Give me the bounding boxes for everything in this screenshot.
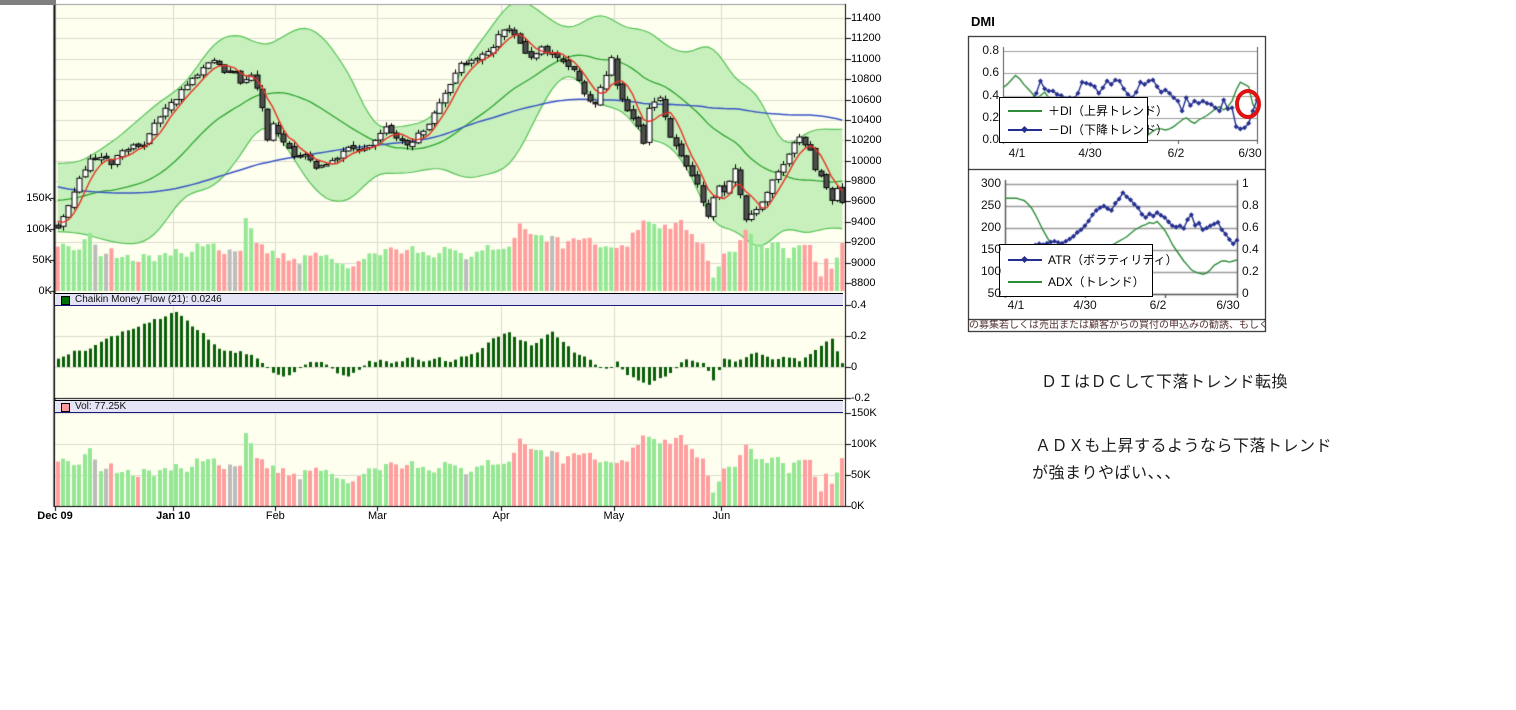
atr-x-tick: 4/30 [1073,298,1097,312]
plus-di-legend-label: ＋DI（上昇トレンド） [1048,104,1169,118]
volume-axis-tick: 0K [851,500,865,512]
chaikin-panel-label: Chaikin Money Flow (21): 0.0246 [75,294,222,305]
price-axis-tick: 11400 [851,12,881,24]
dmi-legend-row-minus-di: －DI（下降トレンド） [1008,121,1168,138]
dmi-y-tick: 0.0 [982,132,999,146]
overlay-volume-axis-tick: 0K [38,285,52,297]
annotation-di-dc-downtrend: ＤＩはＤＣして下落トレンド転換 [1041,374,1289,391]
atr-x-tick: 4/1 [1007,298,1025,312]
chaikin-axis-tick: 0.2 [851,330,867,342]
atr-legend-row: ATR（ボラティリティ） [1008,251,1178,268]
atr-x-tick: 6/30 [1216,298,1240,312]
chaikin-panel-header: Chaikin Money Flow (21): 0.0246 [55,293,843,306]
overlay-volume-axis-tick: 150K [26,192,52,204]
volume-swatch-icon [61,403,70,412]
atr-right-tick: 0.4 [1242,242,1259,256]
month-label: Feb [265,510,285,522]
chaikin-swatch-icon [61,296,70,305]
price-axis-tick: 9000 [851,256,876,269]
dmi-x-tick: 6/2 [1167,146,1185,160]
month-label: Jan 10 [156,510,191,522]
volume-panel-header: Vol: 77.25K [55,400,843,413]
dmi-y-tick: 0.6 [982,65,999,80]
chaikin-axis-tick: 0.4 [851,299,867,311]
atr-right-tick: 0 [1242,286,1249,300]
atr-left-tick: 250 [980,198,1001,212]
adx-legend-row: ADX（トレンド） [1008,273,1148,290]
dmi-y-tick: 0.4 [982,87,999,102]
dmi-x-tick: 4/30 [1078,146,1102,160]
dmi-legend: ＋DI（上昇トレンド） －DI（下降トレンド） [999,97,1168,143]
volume-panel-label: Vol: 77.25K [75,401,127,412]
price-axis-tick: 10600 [851,93,882,106]
atr-left-tick: 50 [987,286,1001,300]
overlay-volume-axis-tick: 50K [32,254,52,266]
price-axis-tick: 9400 [851,215,876,228]
adx-legend-label: ADX（トレンド） [1048,274,1145,289]
atr-left-tick: 200 [980,220,1001,234]
atr-left-tick: 150 [980,242,1001,256]
adx-line-icon [1008,277,1042,286]
atr-right-tick: 0.6 [1242,220,1259,234]
disclaimer-text-clipped: の募集若しくは売出または顧客からの買付の申込みの勧誘、もしくは顧客に対 [969,320,1265,330]
minus-di-legend-label: －DI（下降トレンド） [1048,123,1169,137]
month-label: Jun [712,510,731,522]
atr-x-tick: 6/2 [1149,298,1167,312]
price-axis-tick: 10400 [851,113,882,126]
volume-axis-tick: 150K [851,407,877,419]
month-label: Dec 09 [37,510,73,522]
dmi-x-tick: 4/1 [1008,146,1026,160]
atr-right-tick: 1 [1242,176,1249,190]
atr-line-icon [1008,255,1042,264]
volume-axis-tick: 50K [851,469,871,481]
volume-axis-tick: 100K [851,438,877,450]
price-axis-tick: 10800 [851,73,882,86]
atr-left-tick: 100 [980,264,1001,278]
dmi-chart-title: DMI [971,14,995,29]
highlight-circle-annotation [1235,89,1261,119]
atr-right-tick: 0.8 [1242,198,1259,212]
price-axis-tick: 11000 [851,52,881,65]
atr-legend-label: ATR（ボラティリティ） [1048,253,1178,268]
dmi-legend-row-plus-di: ＋DI（上昇トレンド） [1008,102,1168,119]
price-axis-tick: 9800 [851,175,876,188]
price-axis-tick: 9600 [851,195,876,208]
annotation-adx-rising-line2: が強まりやばい、、、 [1032,465,1182,482]
window-edge-fragment [0,0,56,5]
month-label: May [603,510,625,522]
dmi-x-tick: 6/30 [1238,146,1262,160]
chaikin-axis-tick: 0 [851,361,858,373]
plus-di-line-icon [1008,106,1042,115]
annotation-adx-rising-line1: ＡＤＸも上昇するようなら下落トレンド [1035,438,1333,455]
atr-left-tick: 300 [980,176,1001,190]
month-label: Mar [367,510,387,522]
atr-adx-legend: ATR（ボラティリティ） ADX（トレンド） [999,244,1178,297]
price-axis-tick: 11200 [851,32,881,45]
chaikin-axis-tick: -0.2 [851,392,870,404]
minus-di-line-icon [1008,125,1042,134]
month-label: Apr [492,510,510,522]
overlay-volume-axis-tick: 100K [26,223,52,235]
price-axis-tick: 9200 [851,236,876,249]
dmi-y-tick: 0.8 [982,43,999,57]
dmi-y-tick: 0.2 [982,109,999,124]
atr-right-tick: 0.2 [1242,264,1259,278]
price-axis-tick: 8800 [851,277,876,289]
price-axis-tick: 10200 [851,134,882,147]
price-axis-tick: 10000 [851,154,882,167]
